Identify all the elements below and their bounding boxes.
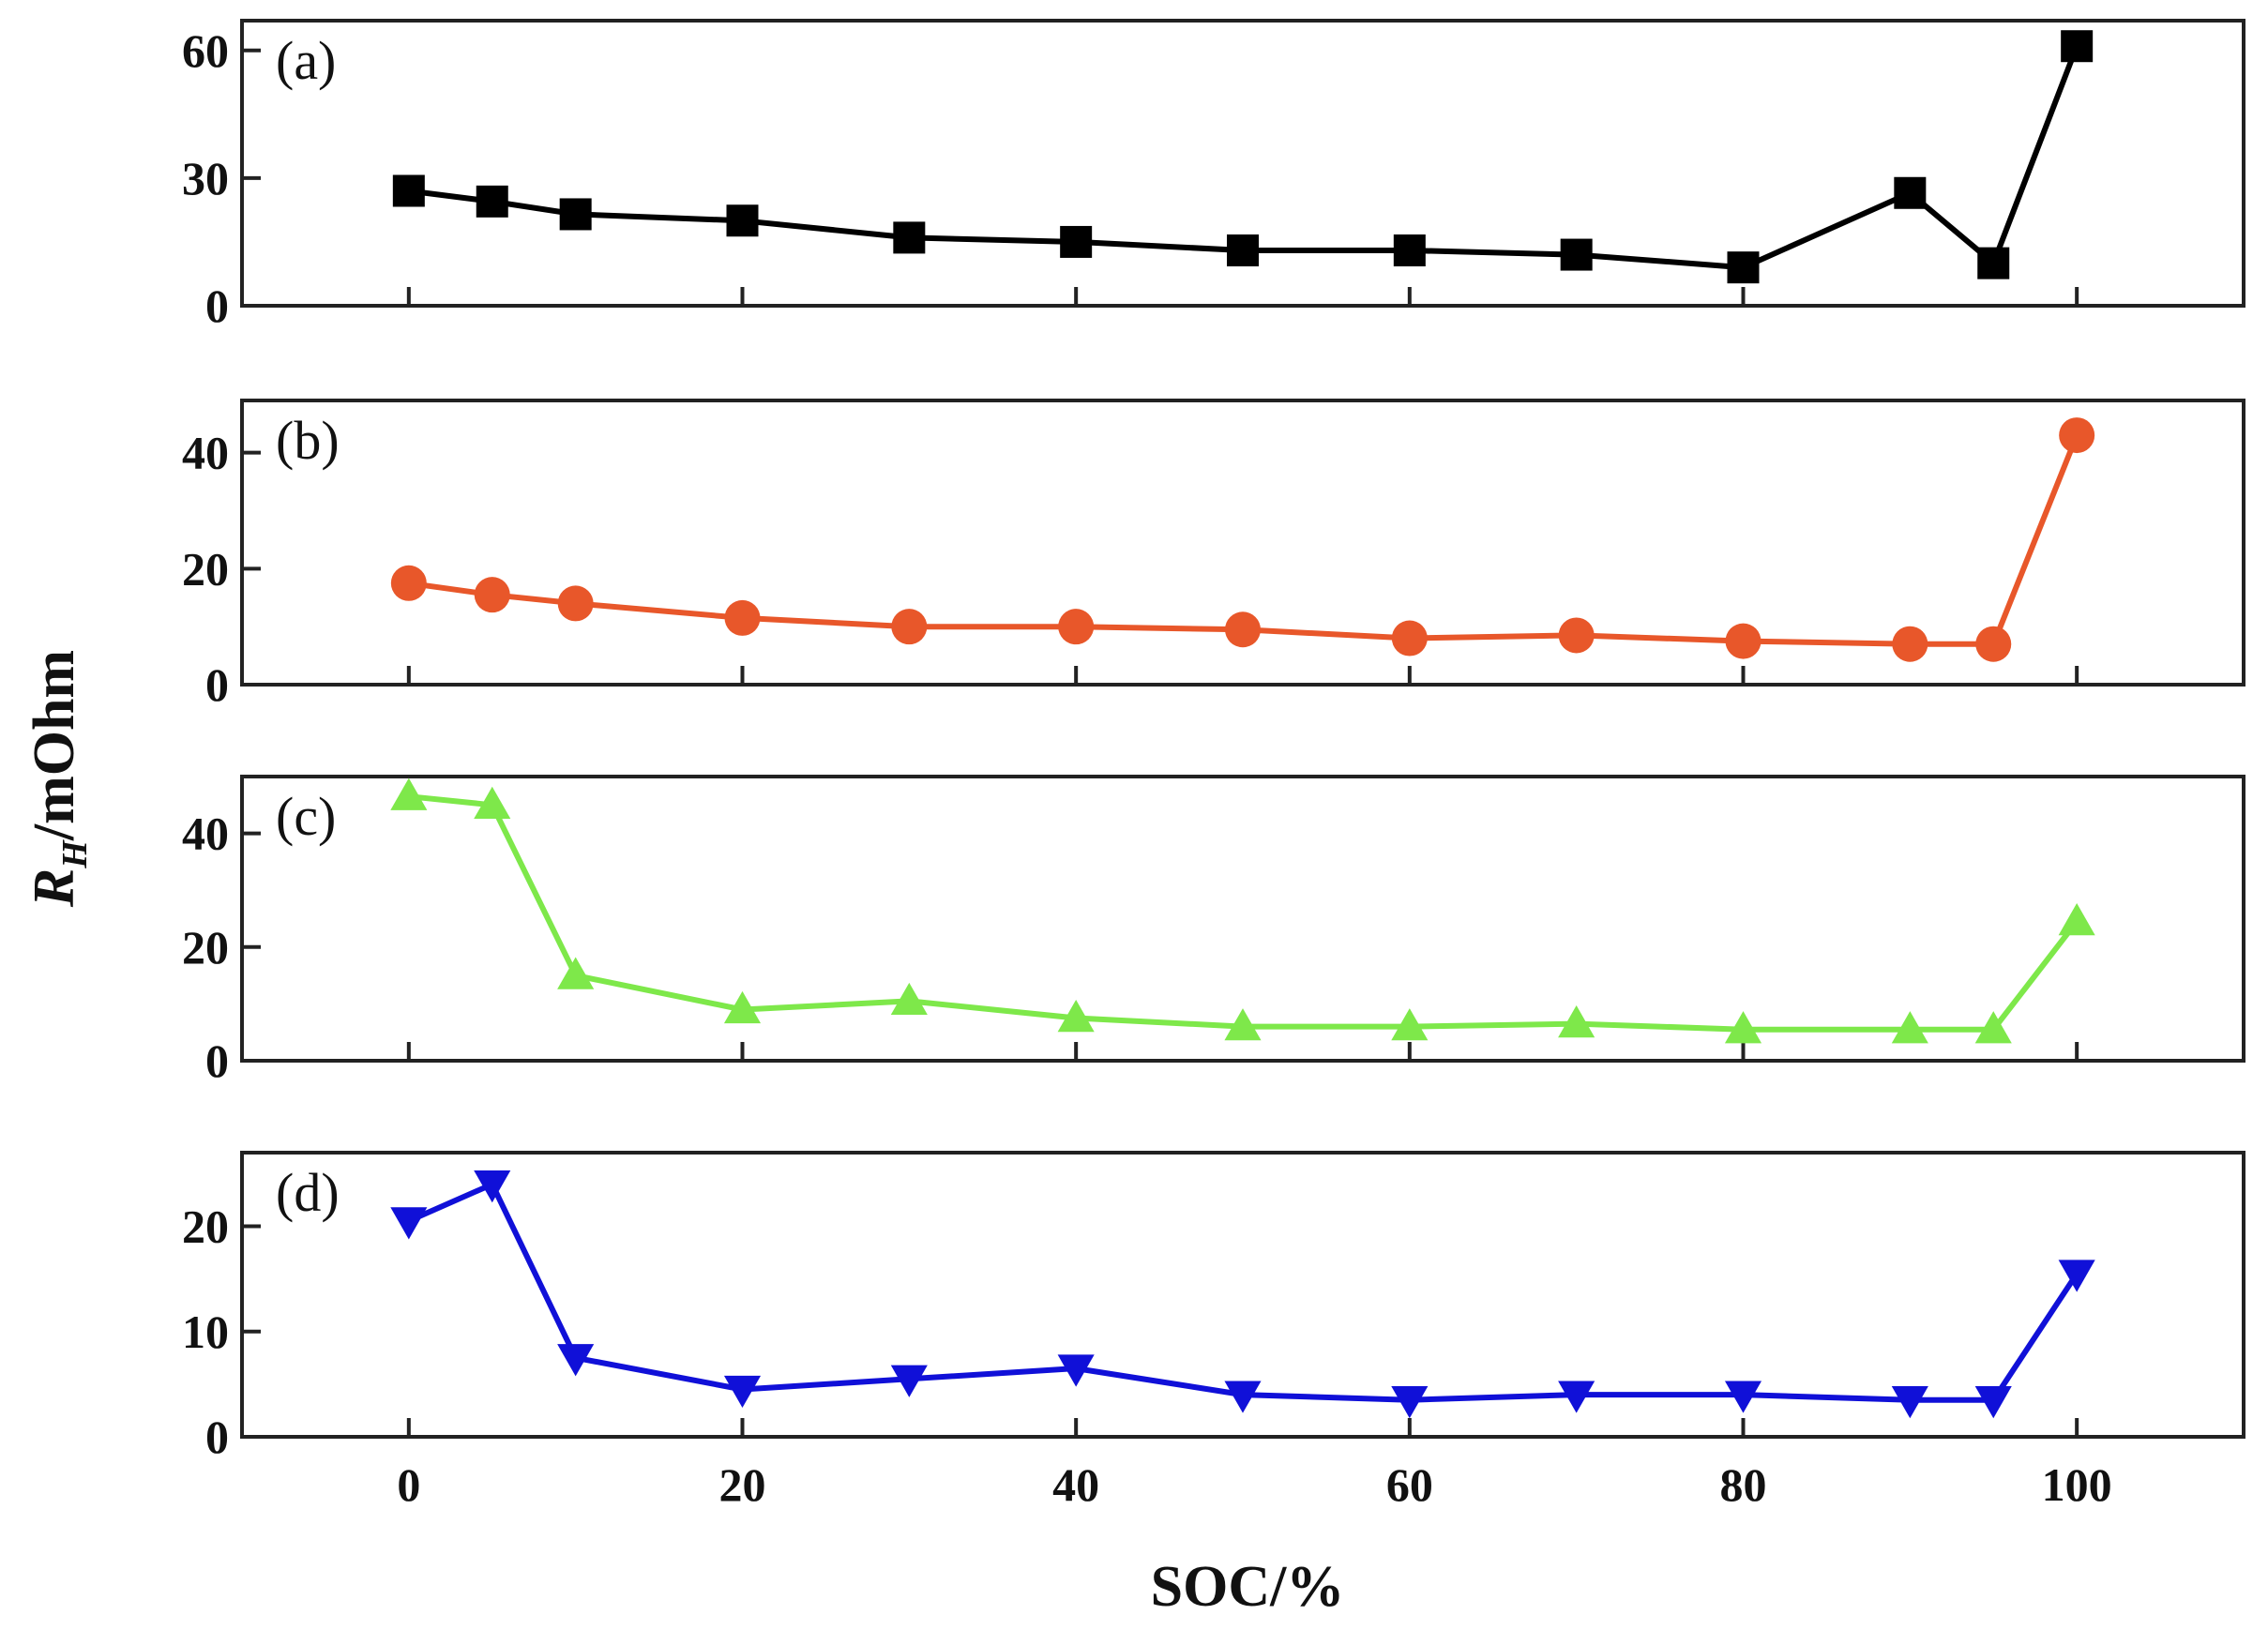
data-point — [723, 990, 762, 1024]
data-point — [2061, 30, 2094, 63]
panel-a: 0 30 60 (a) — [182, 19, 2245, 332]
y-tick-label: 60 — [182, 24, 229, 77]
data-point — [474, 786, 511, 819]
data-point — [1894, 176, 1927, 209]
y-tick-label: 20 — [182, 542, 229, 595]
data-point — [474, 1170, 511, 1203]
panel-label: (d) — [276, 1162, 340, 1223]
data-point — [390, 777, 428, 810]
x-tick-label: 100 — [2042, 1458, 2112, 1511]
y-tick-label: 0 — [205, 279, 229, 332]
series-line — [408, 793, 2079, 1033]
data-point — [2058, 902, 2095, 936]
data-point — [1224, 1008, 1262, 1041]
y-tick-label: 0 — [205, 1034, 229, 1087]
x-axis-tick-labels: 0 20 40 60 80 100 — [397, 1458, 2111, 1511]
data-point — [1060, 225, 1093, 258]
y-tick-label: 0 — [205, 1411, 229, 1463]
data-point — [557, 585, 594, 622]
data-point — [1892, 626, 1928, 662]
panel-frame — [240, 399, 2245, 687]
data-point — [724, 599, 761, 636]
data-point — [890, 1365, 928, 1397]
panel-b: 0 20 40 (b) — [182, 399, 2245, 711]
y-tick-label: 10 — [182, 1306, 229, 1358]
svg-text:RH/mOhm: RH/mOhm — [23, 650, 95, 908]
data-point — [726, 204, 759, 237]
data-point — [474, 577, 510, 613]
y-axis-title: RH/mOhm — [23, 650, 95, 908]
data-point — [1227, 234, 1259, 267]
data-point — [1724, 1381, 1762, 1413]
x-tick-label: 40 — [1052, 1458, 1099, 1511]
panel-label: (a) — [276, 30, 336, 91]
data-point — [890, 982, 928, 1016]
data-point — [1725, 623, 1761, 659]
data-point — [1891, 1386, 1928, 1419]
data-point — [390, 1207, 428, 1240]
data-point — [1727, 251, 1760, 284]
data-point — [557, 1344, 595, 1377]
panel-label: (c) — [276, 786, 336, 847]
panel-frame — [240, 1151, 2245, 1439]
x-tick-label: 80 — [1720, 1458, 1767, 1511]
data-point — [723, 1375, 762, 1409]
data-point — [2058, 1260, 2095, 1292]
y-tick-label: 40 — [182, 807, 229, 860]
x-tick-label: 60 — [1386, 1458, 1433, 1511]
data-point — [476, 185, 508, 218]
series-line — [407, 1181, 2079, 1403]
data-point — [1225, 611, 1261, 648]
data-point — [559, 198, 592, 231]
y-axis-title-unit: /mOhm — [23, 650, 86, 841]
data-point — [2059, 417, 2095, 454]
data-point — [1058, 609, 1095, 645]
data-point — [1558, 617, 1595, 654]
data-point — [1393, 234, 1426, 267]
data-point — [1975, 626, 2012, 662]
data-point — [1977, 247, 2010, 279]
data-point — [1558, 1381, 1595, 1413]
panel-c: 0 20 40 (c) — [182, 775, 2245, 1087]
x-tick-label: 0 — [397, 1458, 420, 1511]
data-point — [557, 957, 595, 989]
data-point — [893, 221, 926, 254]
data-point — [891, 609, 928, 645]
x-tick-label: 20 — [719, 1458, 766, 1511]
data-point — [1558, 1005, 1595, 1038]
panel-frame — [240, 19, 2245, 308]
data-point — [1724, 1011, 1762, 1044]
y-tick-label: 20 — [182, 921, 229, 973]
data-point — [1391, 1008, 1429, 1041]
panel-d: 0 10 20 (d) — [182, 1151, 2245, 1463]
x-axis-title: SOC/% — [1151, 1555, 1345, 1619]
panels-group: 0 30 60 (a) 0 20 40 (b) 0 20 40 (c) 0 10 20 (d) — [182, 19, 2245, 1463]
y-tick-label: 40 — [182, 427, 229, 479]
panel-label: (b) — [276, 410, 340, 471]
y-tick-label: 0 — [205, 658, 229, 711]
data-point — [1974, 1011, 2012, 1044]
data-point — [1891, 1011, 1928, 1044]
data-point — [1057, 1354, 1095, 1387]
y-axis-title-symbol: R — [23, 868, 86, 908]
data-point — [1057, 1000, 1095, 1033]
data-point — [390, 565, 427, 601]
data-point — [1391, 1386, 1429, 1419]
series-line — [408, 45, 2080, 271]
data-point — [1974, 1386, 2012, 1419]
data-point — [1224, 1381, 1262, 1413]
y-tick-label: 30 — [182, 152, 229, 204]
data-point — [392, 174, 425, 207]
data-point — [1560, 238, 1593, 271]
y-tick-label: 20 — [182, 1200, 229, 1253]
y-axis-title-subscript: H — [55, 839, 95, 869]
data-point — [1391, 620, 1428, 657]
panel-frame — [240, 775, 2245, 1063]
